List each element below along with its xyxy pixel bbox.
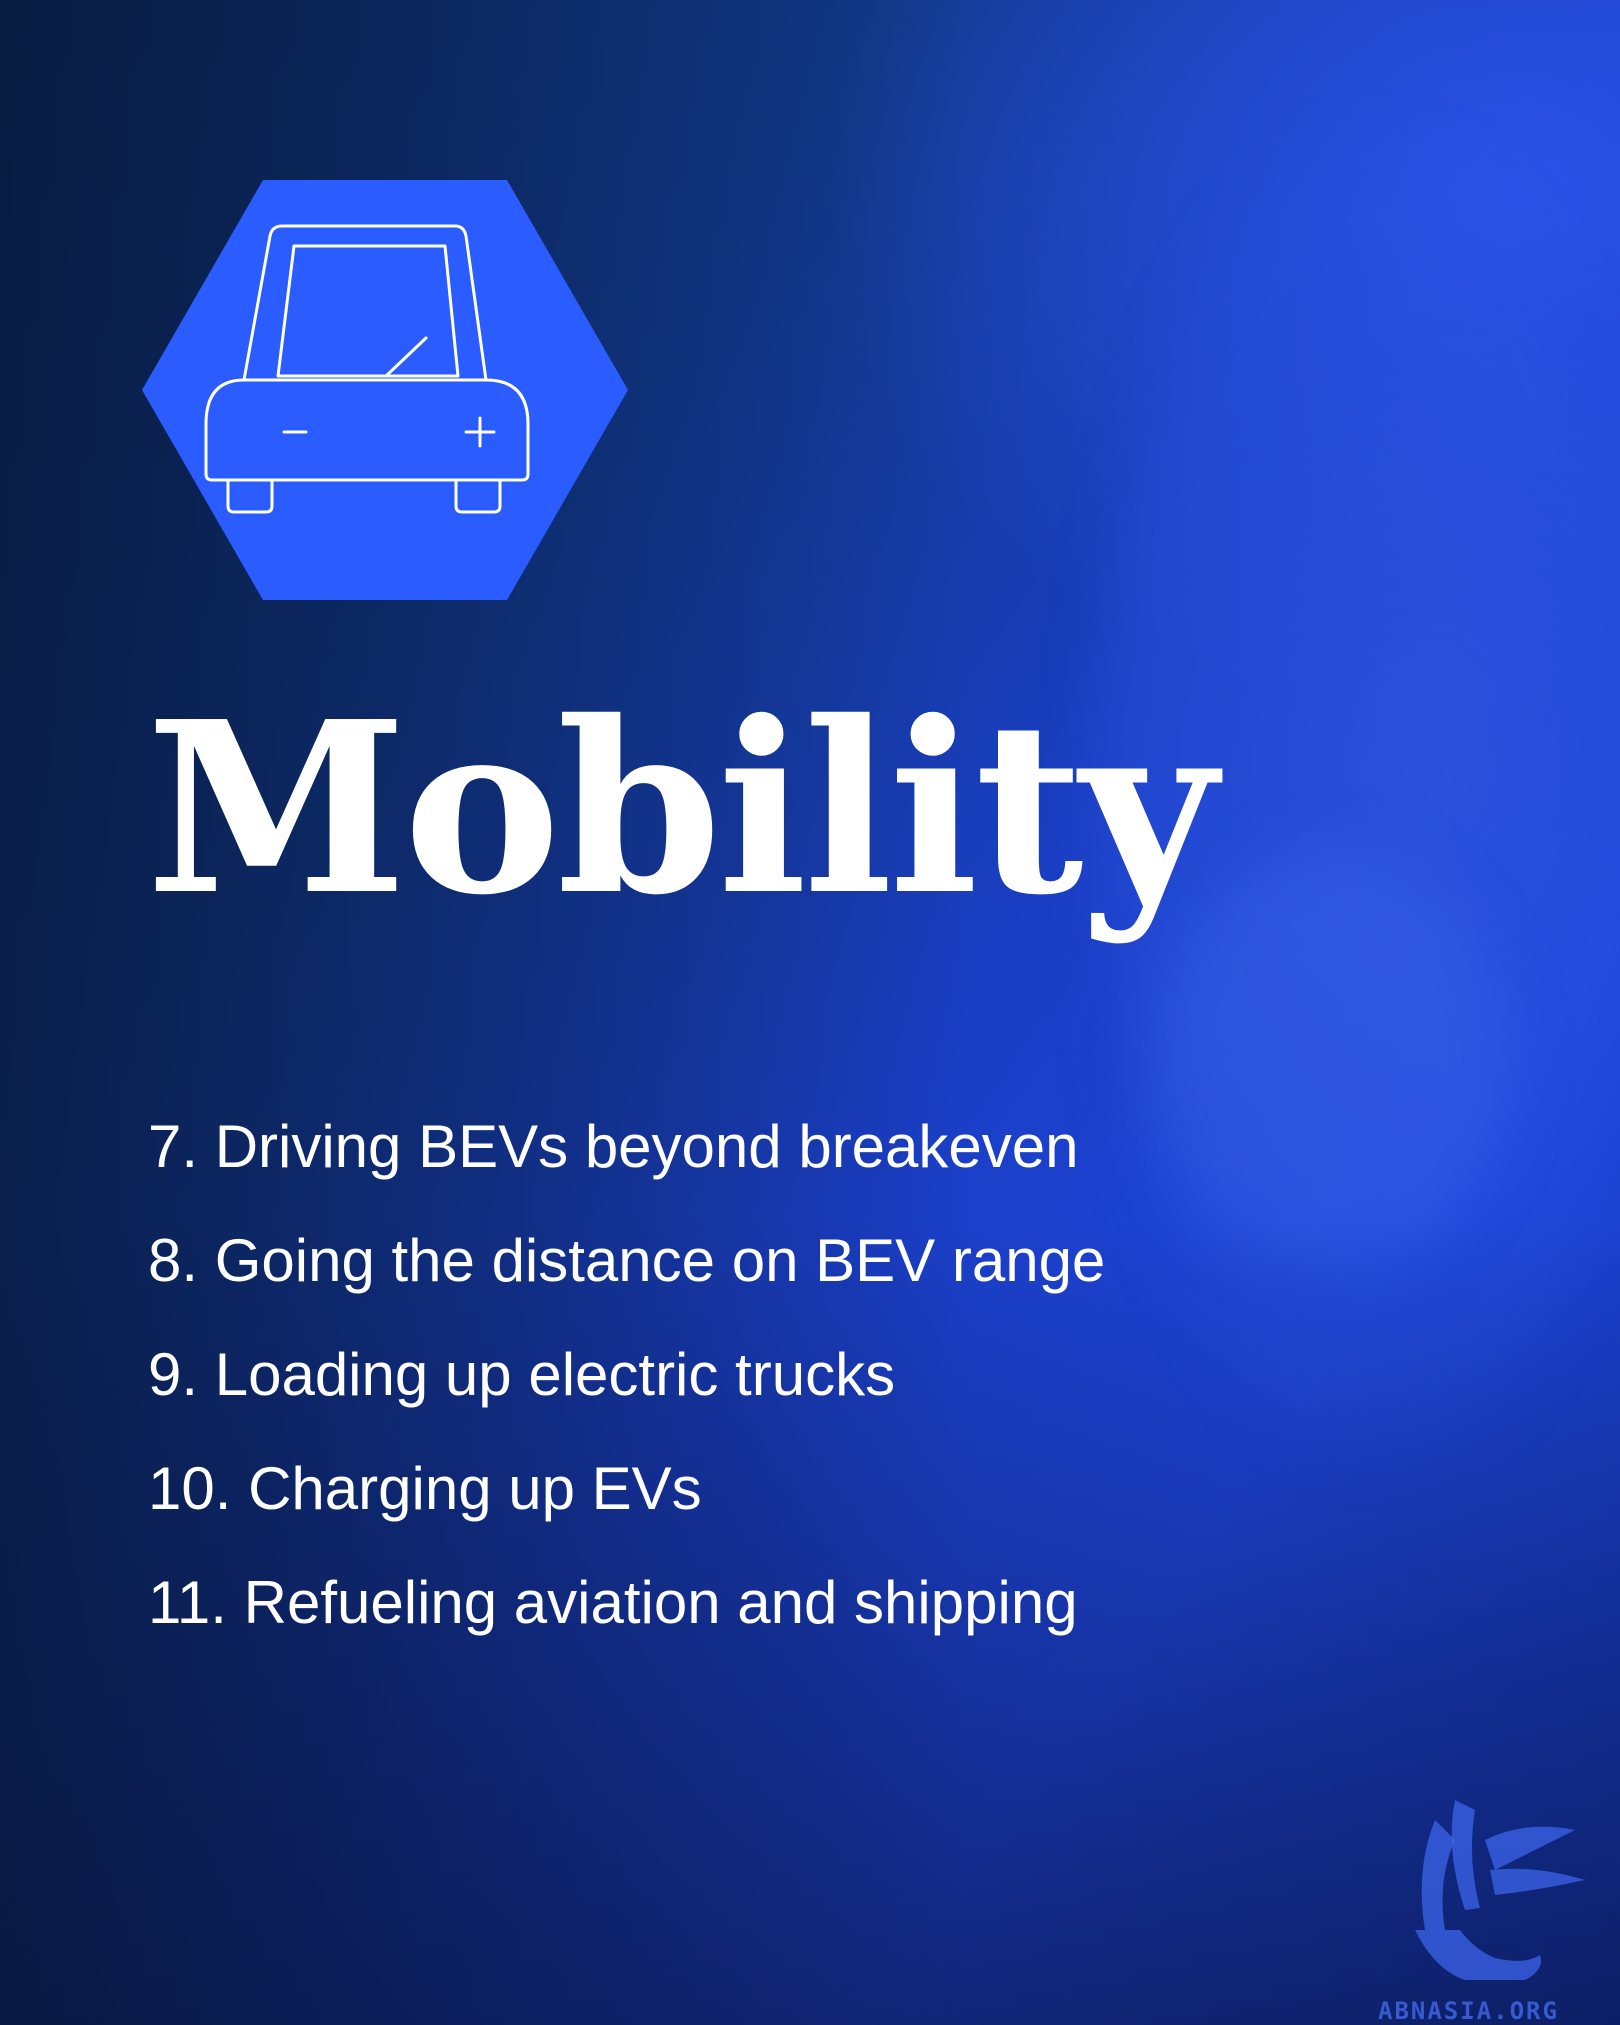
car-battery-icon: [204, 224, 530, 514]
hexagon: [142, 180, 628, 600]
watermark-text: ABNASIA.ORG: [1378, 1997, 1559, 2025]
list-item: 9. Loading up electric trucks: [148, 1341, 896, 1408]
category-badge: [142, 180, 628, 600]
list-item: 11. Refueling aviation and shipping: [148, 1569, 1078, 1636]
list-item: 10. Charging up EVs: [148, 1455, 702, 1522]
page-title: Mobility: [146, 669, 1217, 947]
watermark-logo: [1375, 1780, 1595, 2020]
topic-list: 7. Driving BEVs beyond breakeven 8. Goin…: [148, 1090, 1105, 1660]
list-item: 7. Driving BEVs beyond breakeven: [148, 1113, 1079, 1180]
list-item: 8. Going the distance on BEV range: [148, 1227, 1106, 1294]
